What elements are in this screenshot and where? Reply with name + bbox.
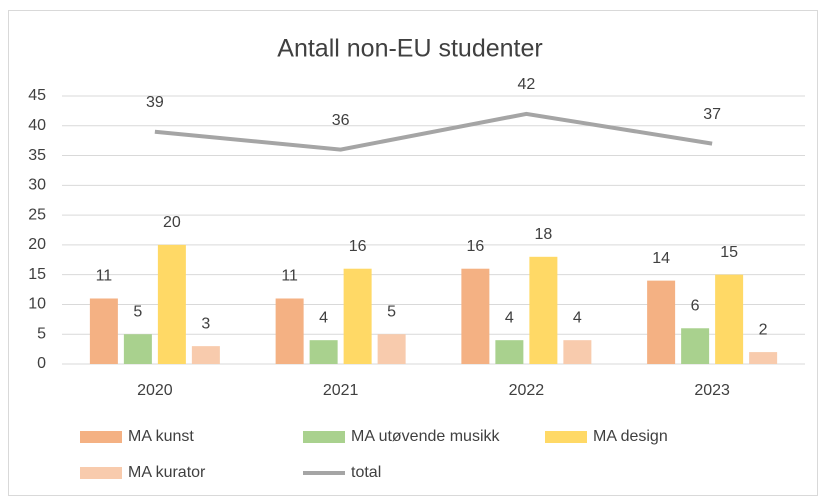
bar xyxy=(157,244,186,364)
data-label: 3 xyxy=(201,315,210,332)
data-label: 5 xyxy=(133,303,142,320)
chart-title: Antall non-EU studenter xyxy=(277,35,542,63)
bar xyxy=(343,268,372,364)
data-label: 4 xyxy=(319,309,328,326)
y-tick-label: 10 xyxy=(28,296,46,313)
bar xyxy=(715,274,744,364)
data-label: 5 xyxy=(387,303,396,320)
y-tick-label: 35 xyxy=(28,147,46,164)
data-label: 20 xyxy=(163,214,181,231)
data-label: 16 xyxy=(349,238,367,255)
data-label: 14 xyxy=(652,250,670,267)
line xyxy=(154,111,713,152)
bar xyxy=(309,340,338,364)
bar xyxy=(377,334,406,364)
data-label: 16 xyxy=(466,238,484,255)
legend-label: MA kurator xyxy=(128,464,206,481)
bar xyxy=(275,298,304,364)
x-tick-label: 2020 xyxy=(137,382,173,399)
data-label: 4 xyxy=(505,309,514,326)
x-tick-label: 2021 xyxy=(323,382,359,399)
data-label: 36 xyxy=(332,112,350,129)
y-tick-label: 0 xyxy=(37,355,46,372)
legend-swatch xyxy=(80,431,122,443)
y-tick-label: 15 xyxy=(28,266,46,283)
data-label: 42 xyxy=(517,76,535,93)
legend-label: MA kunst xyxy=(128,428,194,445)
legend-swatch xyxy=(80,467,122,479)
x-tick-label: 2023 xyxy=(694,382,730,399)
bar xyxy=(563,340,592,364)
y-tick-label: 5 xyxy=(37,325,46,342)
legend-swatch xyxy=(545,431,587,443)
data-label: 39 xyxy=(146,94,164,111)
data-label: 11 xyxy=(281,268,298,285)
y-tick-label: 30 xyxy=(28,177,46,194)
data-label: 11 xyxy=(96,268,113,285)
bar xyxy=(647,280,676,364)
bar xyxy=(461,268,490,364)
data-label: 4 xyxy=(573,309,582,326)
x-tick-label: 2022 xyxy=(509,382,545,399)
y-tick-label: 40 xyxy=(28,117,46,134)
data-label: 2 xyxy=(759,321,768,338)
bar xyxy=(495,340,524,364)
data-label: 18 xyxy=(534,226,552,243)
legend-label: MA utøvende musikk xyxy=(351,428,501,445)
bar xyxy=(191,346,220,364)
y-tick-label: 25 xyxy=(28,206,46,223)
legend-swatch xyxy=(303,431,345,443)
data-label: 15 xyxy=(720,244,738,261)
bar xyxy=(529,256,558,364)
legend-label: MA design xyxy=(593,428,668,445)
bar xyxy=(123,334,152,364)
data-label: 6 xyxy=(691,297,700,314)
data-label: 37 xyxy=(703,106,721,123)
bar xyxy=(89,298,118,364)
legend-label: total xyxy=(351,464,381,481)
bar xyxy=(681,328,710,364)
chart-frame xyxy=(8,10,818,496)
y-tick-label: 45 xyxy=(28,87,46,104)
y-tick-label: 20 xyxy=(28,236,46,253)
bar xyxy=(749,352,778,364)
